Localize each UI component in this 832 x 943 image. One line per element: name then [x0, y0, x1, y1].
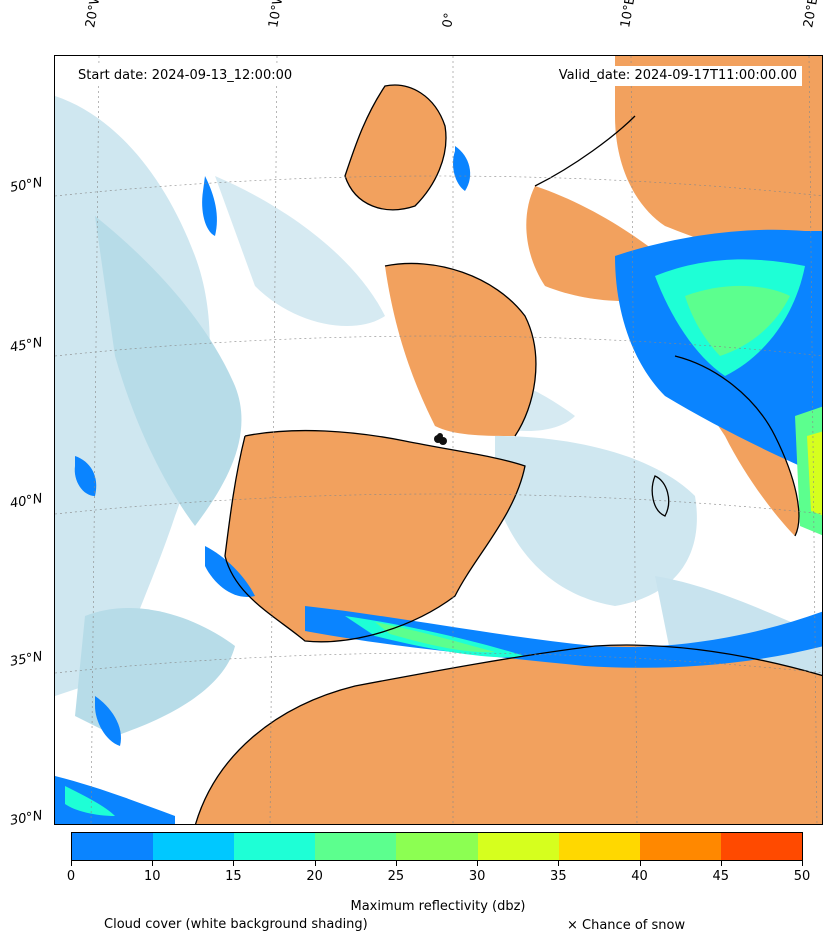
lon-label-10w: 10°W [266, 0, 288, 30]
colorbar-segment [72, 833, 154, 860]
colorbar-tick-label: 50 [793, 869, 811, 884]
lat-label-50n: 50°N [8, 175, 44, 196]
colorbar-tick-label: 10 [143, 869, 161, 884]
colorbar-tick-mark [152, 861, 154, 866]
colorbar-segment [234, 833, 316, 860]
colorbar-tick-label: 40 [631, 869, 648, 884]
weather-map: Start date: 2024-09-13_12:00:00 Valid_da… [54, 55, 823, 825]
colorbar-tick-label: 0 [66, 869, 76, 884]
graticule-layer [55, 56, 822, 824]
colorbar-tick-label: 20 [306, 869, 323, 884]
colorbar-segment [396, 833, 478, 860]
start-date-box: Start date: 2024-09-13_12:00:00 [73, 66, 298, 86]
lat-label-35n: 35°N [8, 649, 44, 670]
reflectivity-layer [55, 146, 822, 824]
colorbar-tick-mark [558, 861, 560, 866]
colorbar-tick-label: 35 [550, 869, 567, 884]
colorbar-segment [315, 833, 397, 860]
colorbar-tick-mark [639, 861, 641, 866]
colorbar-segment [558, 833, 640, 860]
colorbar-segment [720, 833, 802, 860]
colorbar-tick-label: 30 [468, 869, 486, 884]
colorbar-tick-mark [477, 861, 479, 866]
colorbar-segment [639, 833, 721, 860]
colorbar-tick-label: 45 [712, 869, 730, 884]
colorbar-tick-mark [802, 861, 803, 866]
map-canvas [55, 56, 822, 824]
lat-label-40n: 40°N [8, 491, 44, 512]
snow-marker [434, 433, 447, 445]
snow-legend: × Chance of snow [567, 918, 686, 933]
colorbar-title: Maximum reflectivity (dbz) [350, 899, 526, 914]
colorbar-segment [153, 833, 235, 860]
colorbar-segment [477, 833, 559, 860]
lat-label-45n: 45°N [8, 335, 44, 356]
reflectivity-colorbar [71, 832, 803, 861]
colorbar-tick-label: 15 [225, 869, 242, 884]
lon-label-0: 0° [440, 11, 458, 29]
lat-label-30n: 30°N [8, 808, 44, 829]
colorbar-tick-mark [395, 861, 397, 866]
lon-label-10e: 10°E [618, 0, 639, 29]
colorbar-tick-mark [233, 861, 235, 866]
colorbar-tick-mark [71, 861, 72, 866]
coastline-layer [194, 84, 822, 824]
colorbar-tick-mark [314, 861, 316, 866]
lon-label-20w: 20°W [83, 0, 105, 30]
cloud-cover-note: Cloud cover (white background shading) [104, 917, 368, 932]
colorbar-tick-mark [720, 861, 722, 866]
colorbar-tick-label: 25 [387, 869, 405, 884]
valid-date-box: Valid_date: 2024-09-17T11:00:00.00 [553, 66, 802, 86]
lon-label-20e: 20°E [801, 0, 822, 29]
